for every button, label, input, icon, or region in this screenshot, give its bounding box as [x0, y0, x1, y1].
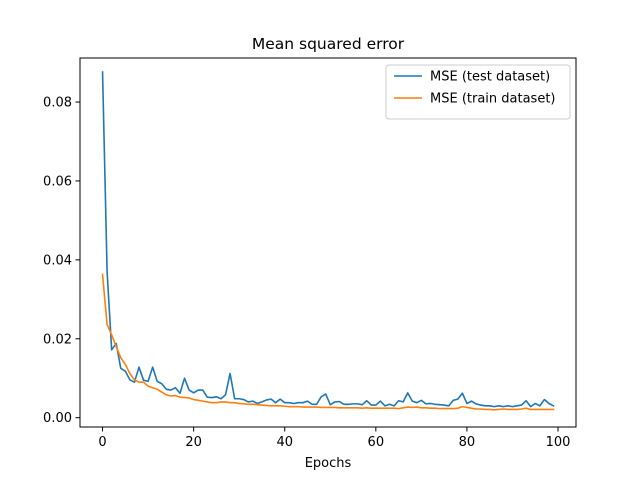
x-tick-label: 60 [368, 435, 385, 450]
y-tick-label: 0.04 [43, 253, 72, 268]
legend: MSE (test dataset) MSE (train dataset) [385, 64, 571, 120]
x-tick-label: 100 [546, 435, 571, 450]
y-tick-label: 0.00 [43, 411, 72, 426]
x-axis-title: Epochs [305, 456, 352, 471]
y-tick-label: 0.02 [43, 332, 72, 347]
legend-box [385, 64, 571, 120]
plot-frame [79, 57, 577, 428]
chart-title: Mean squared error [252, 35, 405, 53]
x-tick-label: 80 [459, 435, 476, 450]
series-line-1 [101, 71, 555, 408]
legend-label-1: MSE (test dataset) [430, 70, 550, 85]
series-layer [101, 71, 555, 411]
x-tick-label: 0 [98, 435, 106, 450]
y-axis: 0.00 0.02 0.04 0.06 0.08 [43, 96, 80, 426]
x-tick-label: 40 [276, 435, 293, 450]
y-tick-label: 0.08 [43, 96, 72, 111]
y-tick-label: 0.06 [43, 174, 72, 189]
x-axis: 0 20 40 60 80 100 [98, 427, 570, 450]
series-line-2 [101, 273, 555, 411]
x-tick-label: 20 [185, 435, 202, 450]
legend-label-2: MSE (train dataset) [430, 92, 556, 107]
